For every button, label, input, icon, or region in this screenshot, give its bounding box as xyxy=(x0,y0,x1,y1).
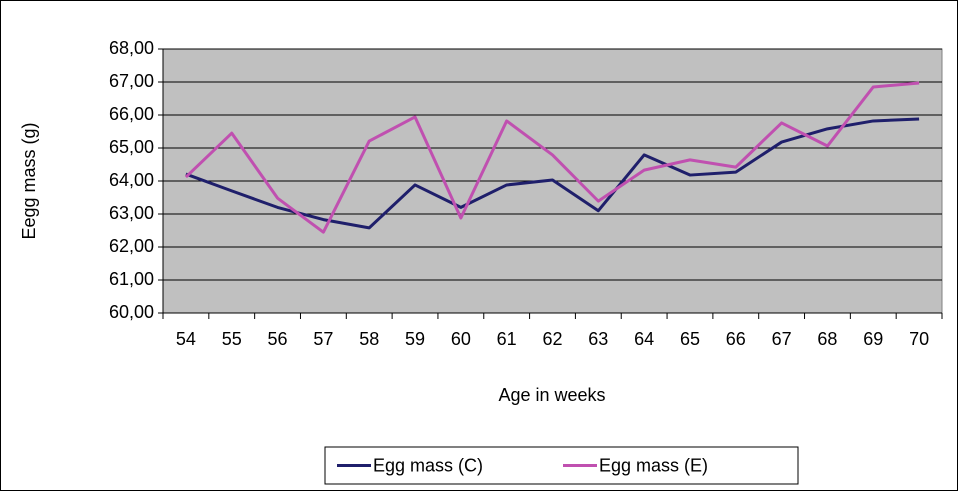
x-tick-label: 60 xyxy=(451,329,471,349)
legend-label: Egg mass (C) xyxy=(373,455,483,475)
x-tick-label: 58 xyxy=(359,329,379,349)
x-axis-title: Age in weeks xyxy=(498,385,605,405)
series-line xyxy=(185,117,920,230)
x-tick-label: 68 xyxy=(817,329,837,349)
x-tick-label: 67 xyxy=(772,329,792,349)
x-tick-label: 56 xyxy=(268,329,288,349)
y-tick-label: 62,00 xyxy=(109,236,154,256)
y-tick-label: 64,00 xyxy=(109,170,154,190)
y-tick-label: 67,00 xyxy=(109,71,154,91)
x-tick-label: 61 xyxy=(497,329,517,349)
y-tick-label: 66,00 xyxy=(109,104,154,124)
x-tick-label: 66 xyxy=(726,329,746,349)
x-tick-label: 70 xyxy=(909,329,929,349)
y-tick-label: 63,00 xyxy=(109,203,154,223)
y-tick-label: 68,00 xyxy=(109,38,154,58)
x-tick-label: 62 xyxy=(542,329,562,349)
x-tick-label: 65 xyxy=(680,329,700,349)
y-axis-title: Eegg mass (g) xyxy=(19,122,39,239)
y-tick-label: 65,00 xyxy=(109,137,154,157)
x-tick-label: 55 xyxy=(222,329,242,349)
x-tick-label: 64 xyxy=(634,329,654,349)
x-tick-label: 69 xyxy=(863,329,883,349)
series-line xyxy=(184,81,920,234)
legend-label: Egg mass (E) xyxy=(599,455,708,475)
x-tick-label: 54 xyxy=(176,329,196,349)
y-tick-label: 61,00 xyxy=(109,269,154,289)
x-tick-label: 57 xyxy=(313,329,333,349)
legend xyxy=(324,446,799,485)
y-tick-label: 60,00 xyxy=(109,302,154,322)
x-tick-label: 63 xyxy=(588,329,608,349)
x-tick-label: 59 xyxy=(405,329,425,349)
